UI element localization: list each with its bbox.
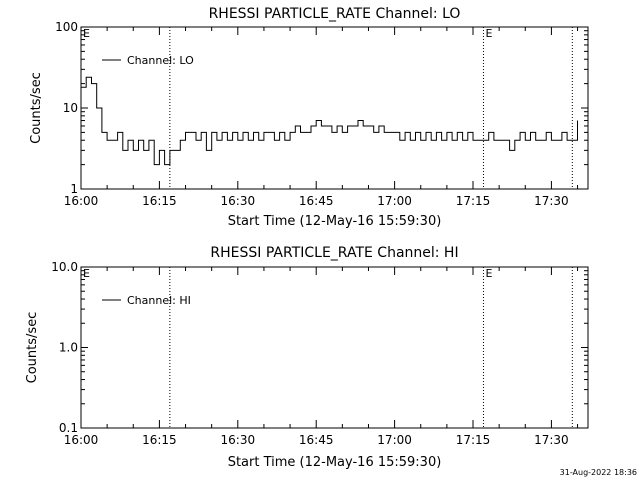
x-axis-label: Start Time (12-May-16 15:59:30) (228, 455, 442, 470)
x-tick-label: 16:00 (64, 194, 99, 208)
series-line (81, 76, 578, 166)
legend-entry: Channel: LO (127, 54, 194, 67)
y-axis-label: Counts/sec (25, 312, 40, 384)
x-tick-label: 16:45 (299, 194, 334, 208)
y-tick-label: 10 (63, 101, 78, 115)
x-tick-label: 16:30 (221, 433, 256, 447)
y-tick-label: 1.0 (59, 341, 78, 355)
x-tick-label: 17:00 (377, 194, 412, 208)
y-axis-label: Counts/sec (29, 72, 44, 144)
event-label: E (485, 267, 492, 280)
x-tick-label: 16:45 (299, 433, 334, 447)
plot-frame (80, 266, 589, 429)
y-tick-label: 0.1 (59, 421, 78, 435)
panel-lo: RHESSI PARTICLE_RATE Channel: LO 1 10 100 16… (29, 6, 589, 229)
y-tick-label: 1 (70, 182, 78, 196)
x-tick-label: 17:00 (377, 433, 412, 447)
x-tick-label: 16:15 (142, 433, 177, 447)
footer-timestamp: 31-Aug-2022 18:36 (560, 468, 637, 477)
panel-hi: RHESSI PARTICLE_RATE Channel: HI 0.1 1.0 10… (25, 245, 589, 470)
event-label: E (83, 27, 90, 40)
x-tick-label: 17:30 (534, 433, 569, 447)
chart-title: RHESSI PARTICLE_RATE Channel: LO (209, 6, 461, 22)
y-tick-label: 10.0 (51, 260, 78, 274)
x-tick-label: 16:30 (221, 194, 256, 208)
x-tick-label: 16:00 (64, 433, 99, 447)
event-label: E (485, 27, 492, 40)
x-tick-label: 17:15 (456, 433, 491, 447)
event-label: E (83, 267, 90, 280)
chart-title: RHESSI PARTICLE_RATE Channel: HI (210, 245, 458, 261)
x-tick-label: 17:15 (456, 194, 491, 208)
x-tick-label: 17:30 (534, 194, 569, 208)
x-axis-label: Start Time (12-May-16 15:59:30) (228, 214, 442, 229)
legend-entry: Channel: HI (127, 294, 191, 307)
y-tick-label: 100 (55, 20, 78, 34)
x-tick-label: 16:15 (142, 194, 177, 208)
